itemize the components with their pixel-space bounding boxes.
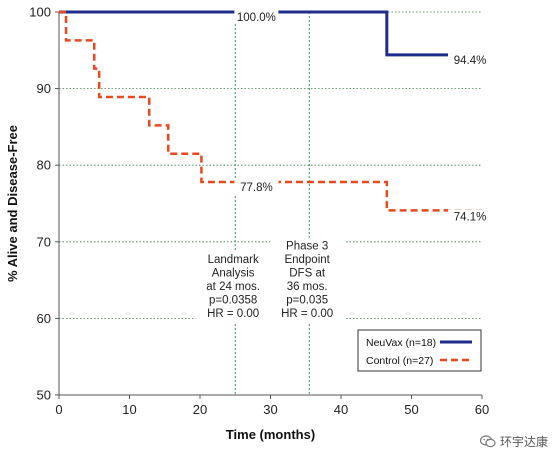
y-tick-label-60: 60 bbox=[37, 311, 51, 326]
annotation-0-line-4: HR = 0.00 bbox=[207, 308, 259, 320]
annotation-bg-1 bbox=[270, 237, 345, 323]
value-label-1: 94.4% bbox=[454, 55, 487, 67]
annotation-1-line-0: Phase 3 bbox=[286, 240, 328, 252]
x-tick-label-10: 10 bbox=[122, 402, 136, 417]
value-label-0: 100.0% bbox=[237, 12, 276, 24]
y-tick-label-100: 100 bbox=[29, 5, 51, 20]
value-label-bg-3 bbox=[448, 209, 493, 224]
y-axis-title: % Alive and Disease-Free bbox=[5, 125, 20, 282]
series-line-1 bbox=[59, 10, 482, 212]
annotation-1-line-4: p=0.035 bbox=[286, 294, 328, 306]
x-tick-label-20: 20 bbox=[193, 402, 207, 417]
annotation-1-line-3: 36 mos. bbox=[287, 281, 328, 293]
annotation-0-line-1: Analysis bbox=[212, 268, 255, 280]
series-lines bbox=[59, 10, 482, 212]
legend: NeuVax (n=18) Control (n=27) bbox=[357, 329, 482, 372]
value-label-2: 77.8% bbox=[240, 182, 273, 194]
x-tick-label-60: 60 bbox=[475, 402, 489, 417]
annotation-1-line-1: Endpoint bbox=[284, 254, 330, 266]
annotation-1-line-2: DFS at bbox=[289, 267, 326, 279]
legend-label-neuvax: NeuVax (n=18) bbox=[366, 337, 436, 349]
wechat-icon bbox=[479, 435, 496, 448]
tick-labels: 50 60 70 80 90 100 0 10 20 30 40 50 60 bbox=[29, 5, 489, 418]
landmark-lines bbox=[234, 12, 310, 395]
x-axis-title: Time (months) bbox=[226, 427, 315, 442]
x-tick-label-30: 30 bbox=[263, 402, 277, 417]
annotation-0-line-3: p=0.0358 bbox=[209, 295, 257, 307]
value-label-3: 74.1% bbox=[454, 211, 487, 223]
y-tick-label-70: 70 bbox=[37, 234, 51, 249]
watermark-text: 环宇达康 bbox=[499, 435, 548, 449]
annotation-1-line-5: HR = 0.00 bbox=[281, 308, 333, 320]
annotation-0-line-0: Landmark bbox=[208, 254, 259, 266]
x-tick-label-0: 0 bbox=[55, 402, 62, 417]
value-labels: 100.0% 94.4% 77.8% 74.1% bbox=[234, 10, 493, 224]
legend-box bbox=[357, 329, 482, 372]
value-label-bg-2 bbox=[234, 180, 279, 195]
x-tick-label-40: 40 bbox=[334, 402, 348, 417]
value-label-bg-1 bbox=[448, 53, 493, 68]
watermark: 环宇达康 bbox=[479, 433, 548, 450]
value-label-bg-0 bbox=[234, 10, 279, 25]
y-tick-label-50: 50 bbox=[37, 388, 51, 403]
x-tick-label-50: 50 bbox=[404, 402, 418, 417]
annotation-0-line-2: at 24 mos. bbox=[206, 281, 260, 293]
y-tick-label-80: 80 bbox=[37, 158, 51, 173]
annotation-bg-0 bbox=[196, 251, 271, 323]
series-line-0 bbox=[59, 10, 482, 57]
legend-label-control: Control (n=27) bbox=[366, 355, 433, 367]
y-tick-label-90: 90 bbox=[37, 81, 51, 96]
